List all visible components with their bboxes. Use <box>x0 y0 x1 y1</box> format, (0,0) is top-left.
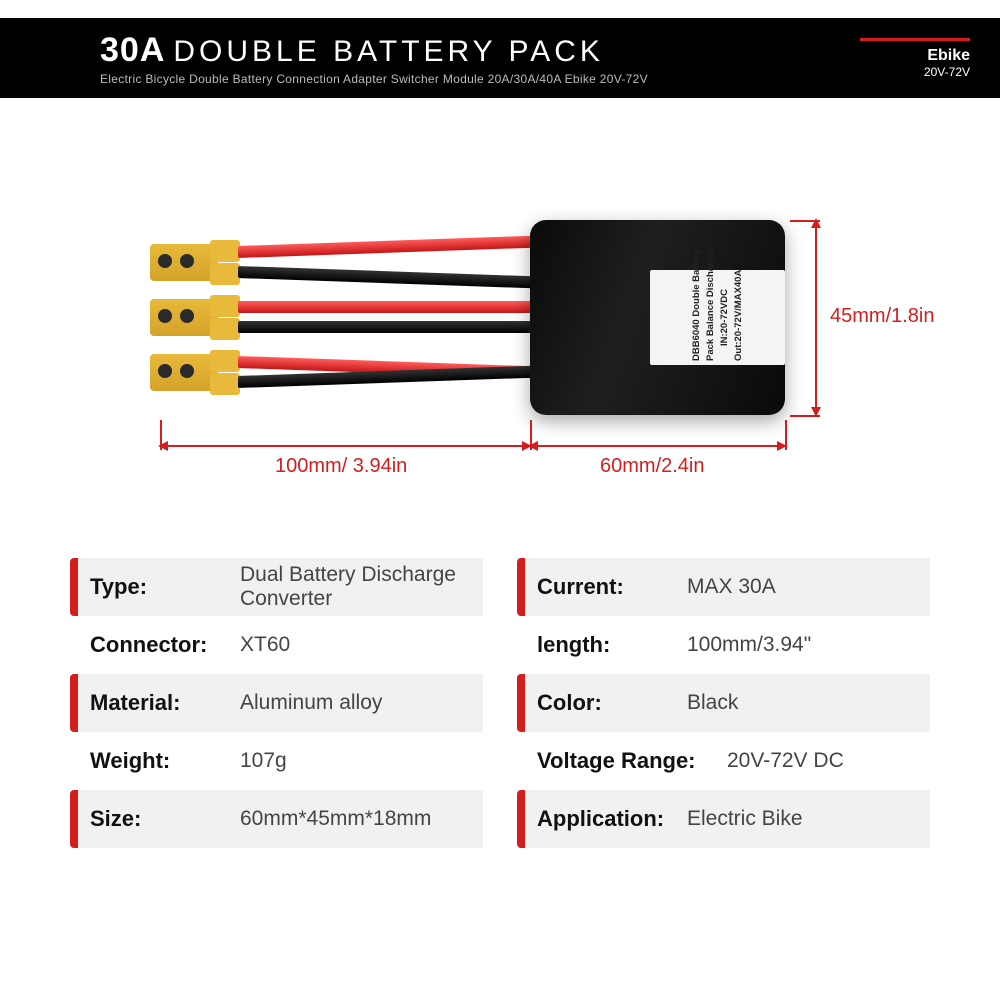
label-line: Pack Balance Discharger <box>705 274 716 361</box>
spec-key: Type: <box>90 574 240 600</box>
product-diagram: DBB6040 Double Battery Pack Balance Disc… <box>0 200 1000 520</box>
xt60-connector <box>150 240 240 285</box>
dim-line-boxh <box>815 220 817 415</box>
spec-row: Material:Aluminum alloy <box>70 674 483 732</box>
label-line: Out:20-72V/MAX40A <box>733 274 744 361</box>
header-bar: 30A DOUBLE BATTERY PACK Electric Bicycle… <box>0 18 1000 98</box>
spec-row: Application:Electric Bike <box>517 790 930 848</box>
arrow-icon <box>528 441 538 451</box>
spec-value: Electric Bike <box>687 807 803 831</box>
spec-key: Color: <box>537 690 687 716</box>
product-title: DOUBLE BATTERY PACK <box>173 35 604 69</box>
spec-row: Current:MAX 30A <box>517 558 930 616</box>
label-line: DBB6040 Double Battery <box>691 274 702 361</box>
spec-row: Color:Black <box>517 674 930 732</box>
dim-tick <box>790 415 820 417</box>
spec-row: length:100mm/3.94" <box>517 616 930 674</box>
dim-tick <box>785 420 787 450</box>
dim-line-cable <box>160 445 530 447</box>
spec-row: Type:Dual Battery Discharge Converter <box>70 558 483 616</box>
spec-key: Application: <box>537 806 687 832</box>
connector-group <box>150 240 240 405</box>
dim-cable-text: 100mm/ 3.94in <box>275 455 407 478</box>
spec-key: Current: <box>537 574 687 600</box>
label-line: IN:20-72VDC <box>719 274 730 361</box>
amp-rating: 30A <box>100 31 165 70</box>
spec-key: Weight: <box>90 748 240 774</box>
spec-key: length: <box>537 632 687 658</box>
header-left: 30A DOUBLE BATTERY PACK Electric Bicycle… <box>100 31 860 86</box>
spec-key: Voltage Range: <box>537 748 727 774</box>
spec-value: 100mm/3.94" <box>687 633 811 657</box>
wire-group <box>238 242 538 411</box>
spec-key: Size: <box>90 806 240 832</box>
spec-key: Material: <box>90 690 240 716</box>
spec-value: 60mm*45mm*18mm <box>240 807 431 831</box>
accent-rule <box>860 38 970 41</box>
header-right: Ebike 20V-72V <box>860 38 970 79</box>
dim-tick <box>160 420 162 450</box>
spec-value: 107g <box>240 749 287 773</box>
spec-key: Connector: <box>90 632 240 658</box>
spec-value: 20V-72V DC <box>727 749 844 773</box>
spec-value: Dual Battery Discharge Converter <box>240 563 483 611</box>
spec-row: Voltage Range:20V-72V DC <box>517 732 930 790</box>
dim-line-boxw <box>530 445 785 447</box>
voltage-label: 20V-72V <box>860 65 970 79</box>
dim-tick <box>790 220 820 222</box>
brand-label: Ebike <box>860 47 970 65</box>
module-box: DBB6040 Double Battery Pack Balance Disc… <box>530 220 785 415</box>
spec-row: Connector:XT60 <box>70 616 483 674</box>
spec-value: Black <box>687 691 738 715</box>
spec-value: MAX 30A <box>687 575 776 599</box>
spec-row: Weight:107g <box>70 732 483 790</box>
dim-boxh-text: 45mm/1.8in <box>830 305 935 328</box>
xt60-connector <box>150 350 240 395</box>
module-label: DBB6040 Double Battery Pack Balance Disc… <box>650 270 785 365</box>
spec-row: Size:60mm*45mm*18mm <box>70 790 483 848</box>
product-subtitle: Electric Bicycle Double Battery Connecti… <box>100 72 860 86</box>
xt60-connector <box>150 295 240 340</box>
specs-table: Type:Dual Battery Discharge Converter Cur… <box>70 558 930 848</box>
spec-value: XT60 <box>240 633 290 657</box>
dim-boxw-text: 60mm/2.4in <box>600 455 705 478</box>
spec-value: Aluminum alloy <box>240 691 382 715</box>
